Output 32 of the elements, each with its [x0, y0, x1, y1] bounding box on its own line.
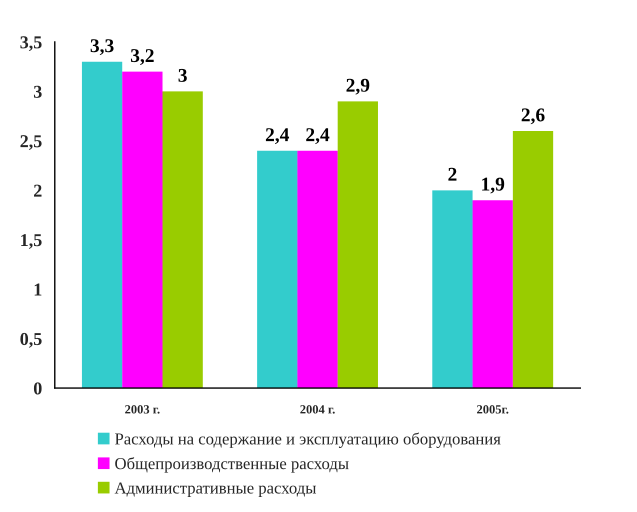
y-tick-label: 3 — [34, 86, 42, 98]
bar — [297, 150, 338, 388]
data-label: 3,3 — [90, 39, 114, 56]
bar — [432, 190, 473, 388]
data-label: 3 — [178, 68, 187, 82]
bar — [122, 72, 163, 388]
data-label: 2,4 — [266, 128, 290, 144]
data-label: 1,9 — [482, 178, 504, 194]
data-label: 2,4 — [306, 128, 330, 144]
y-tick-label: 3,5 — [20, 36, 42, 52]
x-tick-label: 2004 г. — [300, 405, 335, 414]
y-tick-label: 2,5 — [20, 135, 42, 150]
x-tick-label: 2005г. — [477, 405, 508, 414]
bar — [82, 62, 122, 388]
bar — [162, 91, 203, 388]
data-label: 3,2 — [130, 49, 154, 65]
y-tick-label: 0,5 — [20, 332, 42, 348]
bar — [512, 130, 554, 388]
y-tick-label: 0 — [34, 382, 42, 395]
bar — [472, 200, 513, 388]
y-tick-label: 1,5 — [21, 234, 42, 249]
y-tick-label: 2 — [34, 184, 42, 197]
data-label: 2 — [448, 168, 456, 181]
legend-label: Общепроизводственные расходы — [115, 457, 349, 473]
data-label: 2,6 — [522, 108, 545, 124]
legend-label: Административные расходы — [114, 482, 316, 497]
data-label: 2,9 — [346, 78, 370, 95]
bar — [338, 101, 378, 388]
bar — [257, 150, 298, 388]
legend-label: Расходы на содержание и эксплуатацию оборудования — [115, 432, 501, 448]
x-tick-label: 2003 г. — [125, 405, 160, 414]
y-tick-label: 1 — [34, 284, 42, 296]
